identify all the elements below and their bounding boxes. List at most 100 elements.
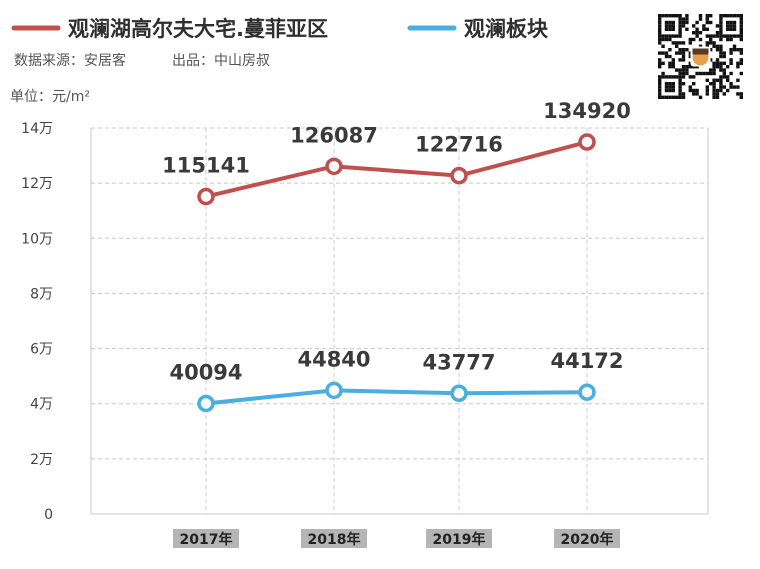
qr-module	[685, 27, 689, 31]
qr-module	[698, 71, 703, 76]
qr-module	[739, 92, 743, 96]
qr-module	[729, 20, 733, 25]
qr-module	[681, 71, 686, 76]
qr-module	[712, 85, 716, 89]
y-tick-label: 10万	[21, 231, 53, 247]
qr-module	[726, 24, 730, 28]
qr-module	[726, 78, 730, 82]
qr-module	[726, 88, 730, 93]
qr-module	[726, 20, 730, 25]
qr-module	[712, 71, 716, 76]
qr-module	[739, 37, 743, 42]
qr-module	[715, 48, 720, 52]
qr-module	[739, 51, 743, 55]
qr-module	[681, 24, 686, 28]
qr-module	[658, 51, 662, 55]
qr-module	[736, 34, 740, 38]
qr-module	[739, 24, 743, 28]
y-tick-label: 8万	[30, 286, 53, 302]
data-point	[450, 384, 468, 403]
qr-module	[729, 34, 733, 38]
qr-module	[695, 27, 699, 31]
qr-module	[719, 17, 723, 21]
unit-text: 单位：元/m²	[10, 89, 90, 105]
qr-module	[658, 75, 662, 79]
qr-module	[692, 75, 696, 79]
qr-module	[709, 48, 713, 52]
y-tick-label: 12万	[21, 176, 53, 192]
x-tick-label-box	[173, 529, 239, 548]
qr-module	[732, 20, 737, 25]
qr-module	[678, 34, 682, 38]
qr-module	[658, 34, 662, 38]
qr-module	[715, 92, 720, 96]
qr-module	[668, 61, 672, 65]
qr-module	[671, 24, 675, 28]
qr-module	[668, 54, 672, 59]
y-tick-label: 14万	[21, 121, 53, 137]
qr-module	[719, 75, 723, 79]
qr-module	[736, 48, 740, 52]
qr-module	[698, 37, 703, 42]
y-tick-label: 6万	[30, 342, 53, 358]
qr-module	[678, 71, 682, 76]
x-tick-label-box	[426, 529, 492, 548]
qr-module	[732, 85, 737, 89]
qr-module	[675, 34, 679, 38]
qr-module	[719, 14, 723, 18]
qr-module	[664, 51, 669, 55]
qr-module	[722, 61, 726, 65]
data-point	[450, 166, 468, 185]
qr-module	[719, 61, 723, 65]
qr-module	[739, 20, 743, 25]
qr-module	[664, 24, 669, 28]
qr-module	[729, 48, 733, 52]
qr-module	[715, 58, 720, 62]
x-tick-label: 2020年	[561, 531, 614, 548]
qr-module	[722, 92, 726, 96]
qr-module	[664, 85, 669, 89]
data-point	[197, 187, 215, 206]
qr-module	[664, 54, 669, 59]
qr-module	[678, 31, 682, 35]
series-lines	[197, 133, 596, 413]
qr-module	[678, 78, 682, 82]
qr-module	[732, 48, 737, 52]
qr-module	[705, 78, 709, 82]
qr-module	[678, 27, 682, 31]
qr-module	[664, 34, 669, 38]
x-tick-label: 2017年	[180, 531, 233, 548]
qr-module	[675, 51, 679, 55]
qr-module	[719, 34, 723, 38]
qr-module	[685, 14, 689, 18]
qr-module	[712, 78, 716, 82]
qr-module	[671, 61, 675, 65]
y-tick-label: 4万	[30, 397, 53, 413]
qr-module	[719, 78, 723, 82]
qr-module	[709, 71, 713, 76]
qr-module	[715, 31, 720, 35]
qr-module	[715, 34, 720, 38]
qr-module	[729, 37, 733, 42]
avatar-hair-icon	[692, 48, 709, 55]
qr-module	[681, 58, 686, 62]
qr-module	[671, 85, 675, 89]
qr-module	[658, 41, 662, 45]
qr-module	[664, 37, 669, 42]
qr-module	[732, 24, 737, 28]
qr-module	[668, 20, 672, 25]
qr-module	[678, 17, 682, 21]
qr-module	[681, 54, 686, 59]
qr-module	[681, 41, 686, 45]
qr-module	[726, 34, 730, 38]
series-line-2	[205, 388, 588, 406]
qr-module	[661, 37, 665, 42]
qr-module	[739, 95, 743, 99]
qr-module	[668, 27, 672, 31]
qr-module	[671, 34, 675, 38]
qr-module	[719, 88, 723, 93]
qr-module	[705, 14, 709, 18]
qr-module	[695, 65, 699, 69]
qr-module	[695, 31, 699, 35]
